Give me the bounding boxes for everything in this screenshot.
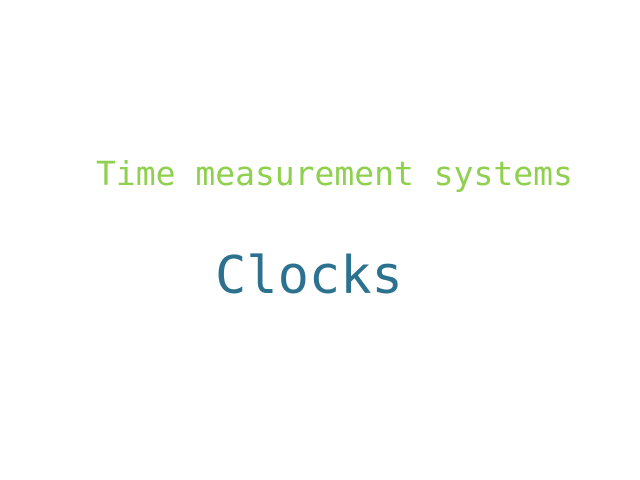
word-time-measurement-systems: Time measurement systems xyxy=(96,154,573,193)
word-clocks: Clocks xyxy=(215,246,403,306)
